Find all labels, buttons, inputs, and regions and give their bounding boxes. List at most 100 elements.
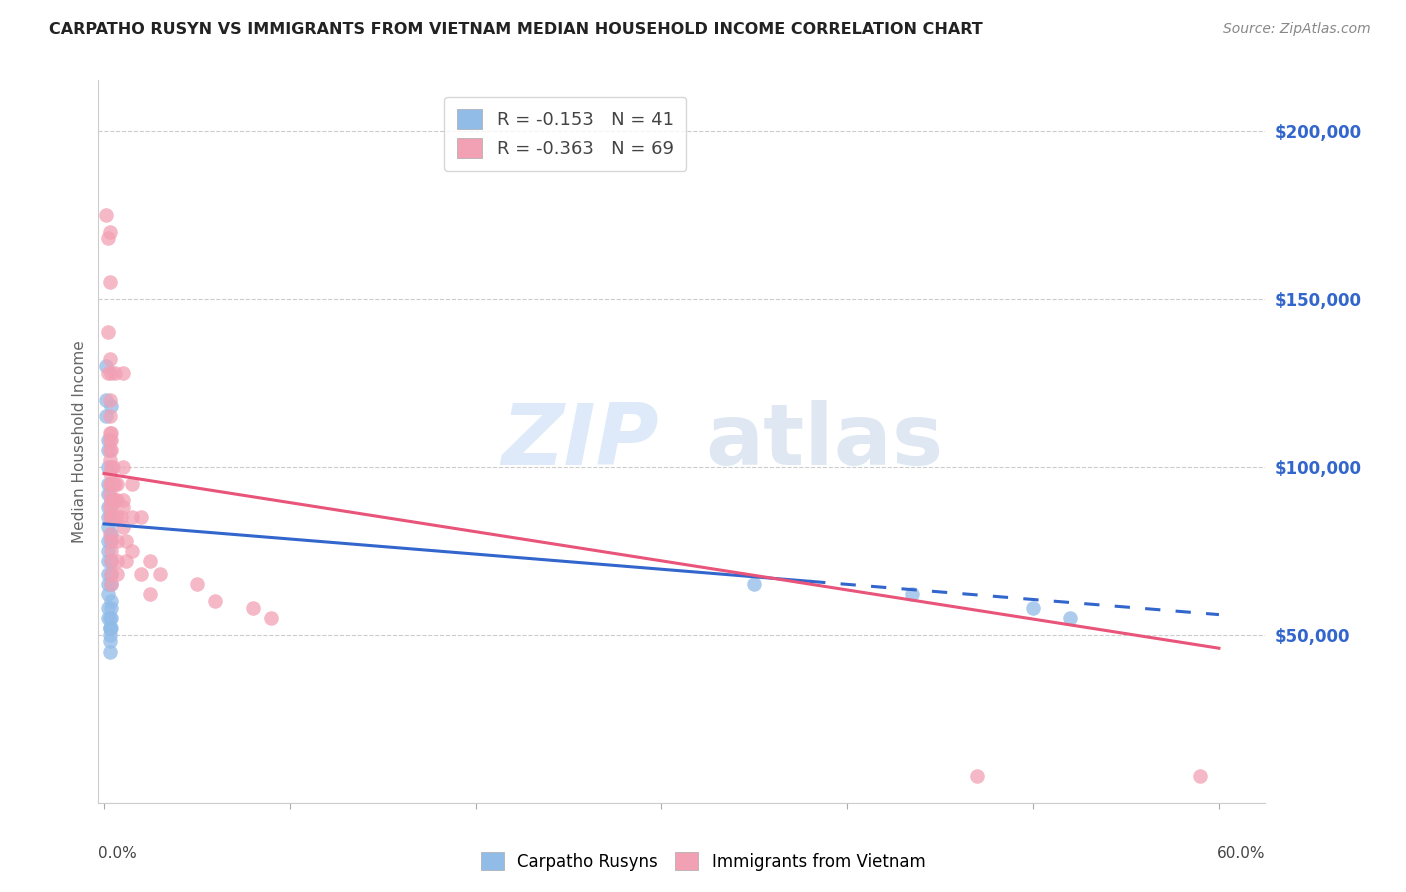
Y-axis label: Median Household Income: Median Household Income	[72, 340, 87, 543]
Point	[97, 520, 120, 534]
Point	[111, 493, 134, 508]
Point	[97, 459, 120, 474]
Point	[98, 442, 121, 457]
Point	[1059, 611, 1081, 625]
Point	[98, 621, 121, 635]
Point	[100, 459, 122, 474]
Text: atlas: atlas	[706, 400, 943, 483]
Text: 0.0%: 0.0%	[98, 847, 138, 861]
Point	[121, 476, 143, 491]
Point	[97, 567, 120, 582]
Point	[115, 554, 138, 568]
Point	[100, 621, 122, 635]
Point	[100, 476, 122, 491]
Point	[110, 510, 132, 524]
Point	[100, 533, 122, 548]
Point	[100, 433, 122, 447]
Point	[100, 543, 122, 558]
Point	[100, 554, 122, 568]
Point	[121, 510, 143, 524]
Point	[1189, 769, 1212, 783]
Point	[100, 493, 122, 508]
Point	[111, 366, 134, 380]
Point	[100, 510, 122, 524]
Point	[242, 600, 264, 615]
Point	[121, 543, 143, 558]
Point	[98, 634, 121, 648]
Point	[104, 510, 127, 524]
Point	[98, 527, 121, 541]
Point	[98, 510, 121, 524]
Point	[901, 587, 924, 601]
Point	[103, 459, 125, 474]
Point	[98, 392, 121, 407]
Point	[98, 453, 121, 467]
Point	[100, 426, 122, 441]
Point	[105, 510, 128, 524]
Point	[97, 326, 120, 340]
Point	[139, 554, 162, 568]
Legend: Carpatho Rusyns, Immigrants from Vietnam: Carpatho Rusyns, Immigrants from Vietnam	[472, 844, 934, 880]
Point	[103, 510, 125, 524]
Point	[100, 442, 122, 457]
Point	[97, 533, 120, 548]
Point	[97, 476, 120, 491]
Point	[100, 493, 122, 508]
Point	[98, 409, 121, 424]
Point	[104, 366, 127, 380]
Point	[149, 567, 172, 582]
Point	[103, 476, 125, 491]
Point	[98, 433, 121, 447]
Point	[97, 510, 120, 524]
Text: Source: ZipAtlas.com: Source: ZipAtlas.com	[1223, 22, 1371, 37]
Text: 60.0%: 60.0%	[1218, 847, 1265, 861]
Point	[104, 476, 127, 491]
Point	[100, 600, 122, 615]
Legend: R = -0.153   N = 41, R = -0.363   N = 69: R = -0.153 N = 41, R = -0.363 N = 69	[444, 96, 686, 170]
Point	[100, 527, 122, 541]
Point	[100, 500, 122, 514]
Point	[98, 486, 121, 500]
Point	[98, 275, 121, 289]
Point	[100, 567, 122, 582]
Point	[111, 520, 134, 534]
Point	[105, 533, 128, 548]
Point	[105, 476, 128, 491]
Point	[204, 594, 226, 608]
Point	[115, 533, 138, 548]
Point	[98, 500, 121, 514]
Point	[97, 543, 120, 558]
Point	[100, 510, 122, 524]
Point	[98, 225, 121, 239]
Point	[129, 567, 152, 582]
Point	[98, 611, 121, 625]
Point	[94, 208, 117, 222]
Point	[100, 399, 122, 413]
Point	[105, 554, 128, 568]
Point	[97, 486, 120, 500]
Point	[94, 359, 117, 373]
Point	[97, 611, 120, 625]
Point	[111, 459, 134, 474]
Point	[139, 587, 162, 601]
Point	[98, 426, 121, 441]
Point	[260, 611, 283, 625]
Point	[97, 500, 120, 514]
Text: ZIP: ZIP	[501, 400, 658, 483]
Point	[966, 769, 988, 783]
Point	[744, 577, 766, 591]
Point	[97, 577, 120, 591]
Point	[186, 577, 208, 591]
Point	[98, 467, 121, 481]
Point	[97, 554, 120, 568]
Point	[129, 510, 152, 524]
Point	[94, 409, 117, 424]
Point	[1022, 600, 1045, 615]
Point	[100, 366, 122, 380]
Point	[98, 352, 121, 367]
Point	[97, 433, 120, 447]
Point	[98, 476, 121, 491]
Point	[98, 628, 121, 642]
Text: CARPATHO RUSYN VS IMMIGRANTS FROM VIETNAM MEDIAN HOUSEHOLD INCOME CORRELATION CH: CARPATHO RUSYN VS IMMIGRANTS FROM VIETNA…	[49, 22, 983, 37]
Point	[94, 392, 117, 407]
